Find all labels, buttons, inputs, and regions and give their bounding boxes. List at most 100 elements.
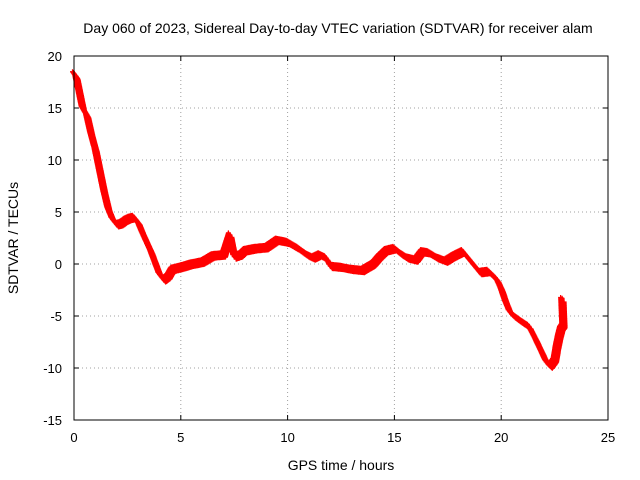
data-point — [469, 260, 473, 264]
data-point — [508, 310, 512, 314]
data-point — [561, 323, 565, 327]
data-point — [560, 296, 564, 300]
x-tick-label: 10 — [280, 430, 294, 445]
data-point — [243, 248, 247, 253]
data-point — [495, 278, 499, 282]
data-point — [232, 255, 236, 259]
data-point — [179, 265, 183, 269]
x-axis-label: GPS time / hours — [288, 457, 395, 473]
y-tick-label: -5 — [50, 309, 62, 324]
data-point — [559, 326, 563, 331]
data-point — [311, 256, 315, 260]
data-point — [132, 215, 136, 219]
data-point — [452, 254, 456, 258]
data-point — [427, 251, 431, 255]
data-point — [350, 267, 354, 271]
y-tick-label: -10 — [43, 361, 62, 376]
data-point — [486, 269, 490, 273]
data-point — [555, 345, 559, 349]
x-tick-label: 20 — [494, 430, 508, 445]
data-point — [119, 221, 123, 225]
data-point — [145, 240, 149, 244]
data-point — [435, 256, 439, 260]
data-point — [405, 256, 409, 260]
data-point — [553, 358, 557, 362]
data-point — [360, 268, 364, 272]
series-markers — [70, 69, 568, 371]
data-point — [157, 272, 161, 276]
data-point — [162, 278, 166, 282]
data-point — [85, 113, 89, 117]
data-point — [110, 217, 114, 221]
data-point — [444, 259, 448, 263]
data-point — [221, 253, 226, 257]
y-axis-label: SDTVAR / TECUs — [5, 182, 21, 294]
data-point — [414, 258, 418, 262]
data-point — [296, 246, 300, 250]
data-point — [286, 240, 290, 244]
data-point — [115, 222, 119, 227]
data-point — [324, 256, 328, 260]
plot-frame — [73, 55, 609, 421]
data-point — [189, 262, 194, 266]
data-point — [533, 337, 538, 341]
data-point — [527, 324, 531, 328]
data-point — [503, 299, 508, 303]
data-point — [93, 148, 97, 152]
data-point — [127, 216, 132, 220]
data-point — [228, 233, 232, 237]
data-point — [254, 246, 258, 250]
data-point — [478, 270, 482, 274]
data-point — [80, 106, 85, 110]
x-tick-label: 0 — [70, 430, 77, 445]
data-point — [140, 231, 144, 235]
data-point — [153, 261, 157, 265]
data-point — [420, 249, 424, 254]
data-point — [305, 253, 309, 257]
y-tick-label: 15 — [48, 101, 62, 116]
data-point — [102, 189, 106, 193]
data-point — [499, 287, 503, 291]
data-point — [540, 350, 544, 354]
data-point — [371, 262, 375, 266]
data-point — [136, 220, 140, 224]
series-points — [70, 69, 568, 371]
data-point — [339, 265, 343, 269]
data-point — [149, 249, 153, 254]
data-point — [89, 132, 93, 136]
data-point — [521, 320, 525, 324]
data-point — [239, 253, 243, 257]
x-tick-label: 25 — [601, 430, 615, 445]
grid — [74, 56, 608, 420]
y-tick-label: 5 — [55, 205, 62, 220]
chart-title: Day 060 of 2023, Sidereal Day-to-day VTE… — [83, 20, 592, 36]
y-tick-label: 20 — [48, 49, 62, 64]
data-point — [211, 254, 215, 258]
data-point — [123, 218, 127, 222]
data-point — [200, 260, 204, 264]
y-tick-label: -15 — [43, 413, 62, 428]
data-point — [264, 245, 268, 249]
data-point — [377, 255, 381, 259]
data-point — [76, 85, 80, 89]
data-point — [384, 248, 388, 253]
y-tick-label: 10 — [48, 153, 62, 168]
data-point — [544, 360, 548, 364]
data-point — [512, 314, 516, 318]
data-point — [78, 96, 82, 100]
data-point — [106, 207, 110, 211]
data-point — [461, 249, 465, 254]
y-tick-label: 0 — [55, 257, 62, 272]
data-point — [548, 364, 552, 368]
x-tick-label: 5 — [177, 430, 184, 445]
data-point — [74, 75, 78, 79]
data-point — [98, 168, 102, 172]
data-point — [166, 274, 170, 279]
data-point — [328, 264, 332, 268]
x-tick-label: 15 — [387, 430, 401, 445]
data-point — [392, 246, 396, 250]
data-point — [557, 335, 561, 339]
data-point — [170, 267, 174, 271]
data-point — [399, 252, 403, 256]
